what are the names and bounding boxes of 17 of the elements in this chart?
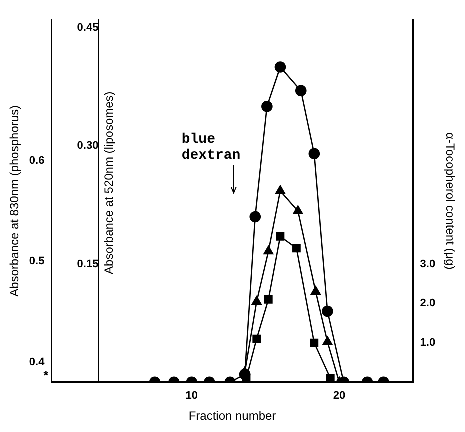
text: * (44, 368, 50, 383)
y3-tick-label: 1.0 (420, 337, 436, 350)
y2-tick-label: 0.15 (77, 258, 99, 270)
x-axis-title: Fraction number (188, 409, 276, 424)
y2-axis-title: Absorbance at 520nm (liposomes) (102, 92, 116, 274)
annotation: blue dextran (182, 132, 241, 164)
x-tick-label: 10 (186, 390, 198, 402)
y-tick-label: 0.6 (29, 154, 45, 167)
y-tick-label: 0.4 (29, 356, 46, 368)
y-axis-title: Absorbance at 830nm (phosphorus) (8, 105, 22, 297)
y2-tick-label: 0.45 (77, 22, 99, 34)
y3-axis-title: α-Tocopherol content (μg) (443, 132, 458, 270)
y3-tick-label: 2.0 (420, 298, 436, 310)
y2-tick-label: 0.30 (77, 140, 99, 152)
x-tick-label: 20 (333, 390, 346, 402)
y3-tick-label: 3.0 (420, 258, 436, 270)
y-tick-label: 0.5 (29, 256, 45, 268)
